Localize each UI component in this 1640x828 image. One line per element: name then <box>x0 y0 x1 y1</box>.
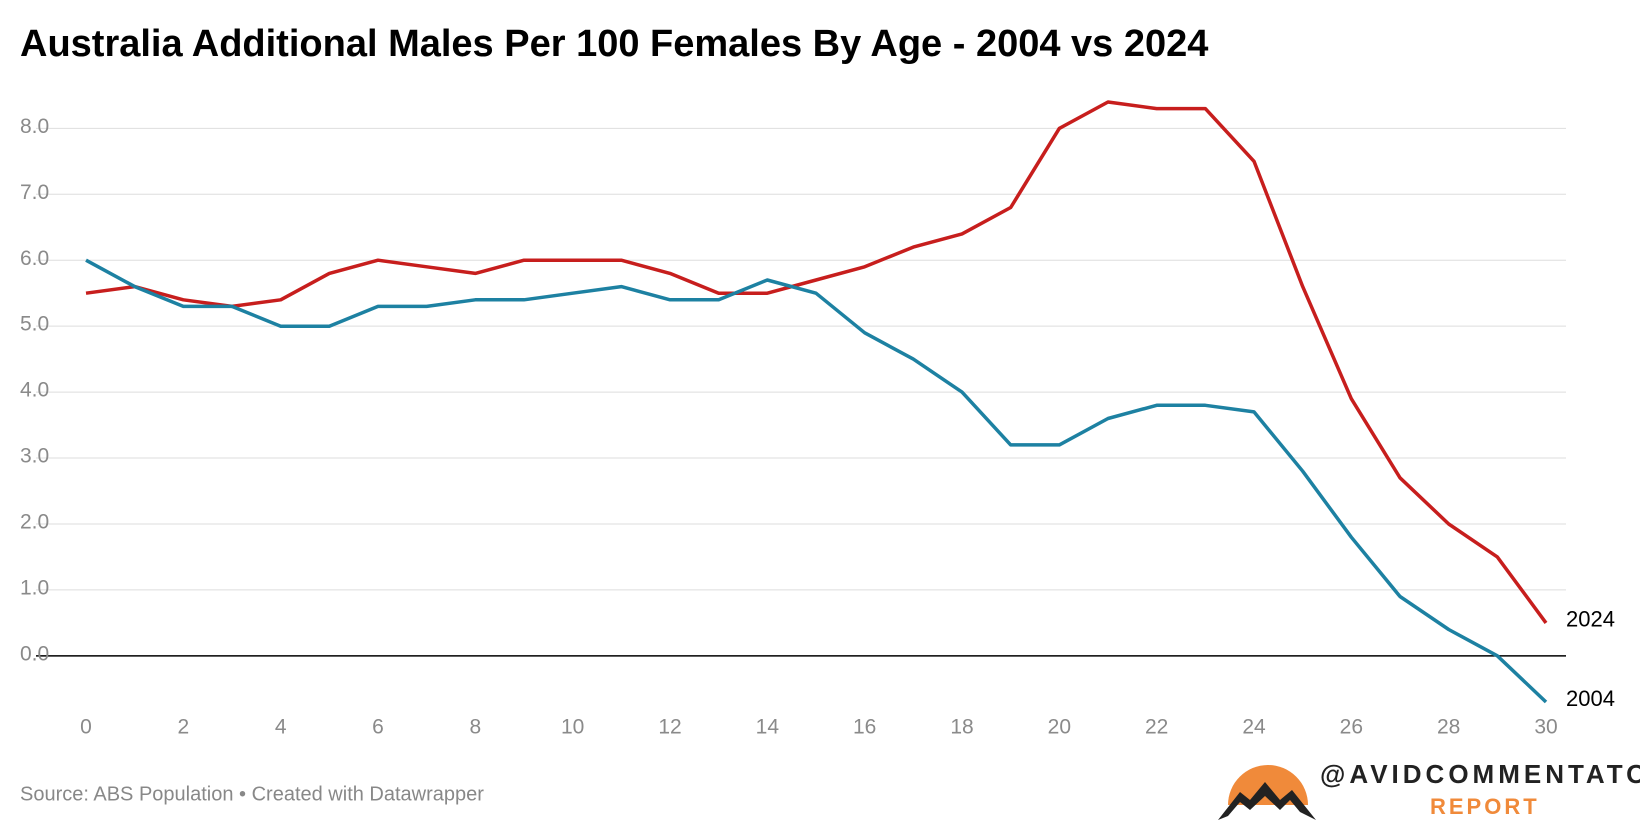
x-tick-label: 26 <box>1340 716 1363 739</box>
series-line <box>85 100 1548 624</box>
x-tick-label: 6 <box>372 716 384 739</box>
x-tick-label: 16 <box>853 716 876 739</box>
x-tick-label: 12 <box>658 716 681 739</box>
x-tick-label: 24 <box>1242 716 1266 739</box>
logo: @AVIDCOMMENTATOR REPORT <box>1218 759 1640 820</box>
logo-mountains <box>1218 782 1316 820</box>
y-tick-label: 3.0 <box>20 445 49 468</box>
x-tick-label: 14 <box>756 716 780 739</box>
logo-handle: @AVIDCOMMENTATOR <box>1320 759 1640 789</box>
y-tick-label: 0.0 <box>20 642 49 665</box>
y-tick-label: 7.0 <box>20 181 49 204</box>
x-tick-label: 30 <box>1534 716 1557 739</box>
x-tick-label: 8 <box>469 716 481 739</box>
logo-name: REPORT <box>1430 794 1540 819</box>
chart-title: Australia Additional Males Per 100 Femal… <box>20 23 1208 65</box>
y-tick-label: 1.0 <box>20 576 49 599</box>
x-tick-label: 18 <box>950 716 973 739</box>
y-tick-label: 2.0 <box>20 511 49 534</box>
x-tick-label: 22 <box>1145 716 1168 739</box>
y-tick-label: 4.0 <box>20 379 49 402</box>
series-line <box>85 258 1548 704</box>
x-tick-label: 4 <box>275 716 287 739</box>
y-tick-label: 5.0 <box>20 313 49 336</box>
x-tick-label: 20 <box>1048 716 1071 739</box>
x-tick-label: 0 <box>80 716 92 739</box>
series-label: 2024 <box>1566 607 1615 632</box>
y-tick-label: 6.0 <box>20 247 49 270</box>
source-note: Source: ABS Population • Created with Da… <box>20 783 484 805</box>
x-tick-label: 10 <box>561 716 584 739</box>
series-label: 2004 <box>1566 686 1615 711</box>
x-tick-label: 2 <box>177 716 189 739</box>
x-tick-label: 28 <box>1437 716 1460 739</box>
y-tick-label: 8.0 <box>20 115 49 138</box>
